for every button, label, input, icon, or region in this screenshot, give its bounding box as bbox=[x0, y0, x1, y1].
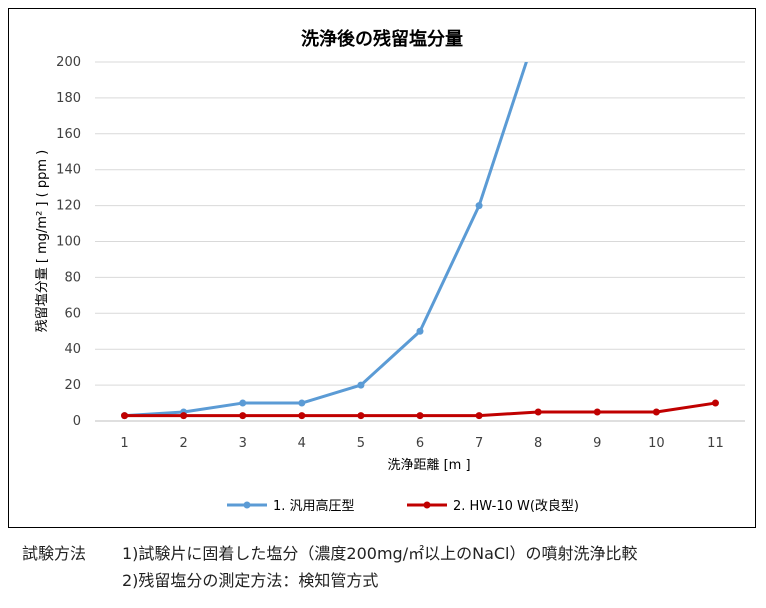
y-tick-label: 40 bbox=[64, 342, 81, 357]
legend-item-2: 2. HW-10 W(改良型) bbox=[407, 498, 579, 514]
data-point bbox=[180, 412, 188, 420]
legend-item-1: 1. 汎用高圧型 bbox=[227, 498, 355, 514]
legend-swatch-marker bbox=[243, 501, 251, 509]
test-method-notes: 試験方法 1)試験片に固着した塩分（濃度200mg/㎡以上のNaCl）の噴射洗浄… bbox=[22, 540, 762, 594]
legend-label: 2. HW-10 W(改良型) bbox=[453, 498, 579, 514]
data-point bbox=[298, 399, 306, 407]
note-label: 試験方法 bbox=[22, 544, 87, 563]
data-point bbox=[357, 381, 365, 389]
data-point bbox=[593, 408, 601, 416]
chart-svg: 洗浄後の残留塩分量 0 20 40 60 80 100 120 140 160 180 200 1 2… bbox=[35, 28, 745, 514]
data-point bbox=[357, 412, 365, 420]
y-tick-label: 180 bbox=[56, 91, 81, 106]
series-2 bbox=[121, 399, 719, 420]
note-row-1: 試験方法 1)試験片に固着した塩分（濃度200mg/㎡以上のNaCl）の噴射洗浄… bbox=[22, 540, 762, 567]
series-1 bbox=[121, 62, 528, 420]
x-tick-label: 2 bbox=[179, 436, 187, 451]
y-tick-label: 120 bbox=[56, 199, 81, 214]
series-lines bbox=[121, 62, 719, 420]
data-point bbox=[534, 408, 542, 416]
x-tick-label: 8 bbox=[534, 436, 542, 451]
x-axis-title: 洗浄距離 [m ] bbox=[387, 458, 470, 473]
y-tick-label: 140 bbox=[56, 163, 81, 178]
legend-swatch-marker bbox=[423, 501, 431, 509]
x-tick-label: 5 bbox=[357, 436, 365, 451]
data-point bbox=[239, 412, 247, 420]
x-tick-label: 9 bbox=[593, 436, 601, 451]
data-point bbox=[298, 412, 306, 420]
data-point bbox=[121, 412, 129, 420]
data-point bbox=[475, 412, 483, 420]
y-tick-label: 20 bbox=[64, 378, 81, 393]
x-tick-label: 11 bbox=[707, 436, 724, 451]
grid-lines bbox=[95, 61, 745, 422]
y-axis-title: 残留塩分量 [ mg/m² ] ( ppm ) bbox=[35, 150, 50, 332]
data-point bbox=[416, 412, 424, 420]
y-tick-label: 0 bbox=[73, 414, 81, 429]
y-tick-labels: 0 20 40 60 80 100 120 140 160 180 200 bbox=[56, 55, 81, 429]
legend-label: 1. 汎用高圧型 bbox=[273, 498, 355, 514]
chart-frame: 洗浄後の残留塩分量 0 20 40 60 80 100 120 140 160 180 200 1 2… bbox=[8, 8, 756, 528]
x-tick-label: 3 bbox=[239, 436, 247, 451]
y-tick-label: 60 bbox=[64, 306, 81, 321]
note-line-2: 2)残留塩分の測定方法：検知管方式 bbox=[122, 571, 379, 590]
data-point bbox=[711, 399, 719, 407]
note-label-spacer bbox=[22, 567, 122, 594]
data-point bbox=[416, 327, 424, 335]
y-tick-label: 160 bbox=[56, 127, 81, 142]
legend: 1. 汎用高圧型 2. HW-10 W(改良型) bbox=[227, 498, 579, 514]
x-tick-label: 6 bbox=[416, 436, 424, 451]
x-tick-label: 7 bbox=[475, 436, 483, 451]
data-point bbox=[239, 399, 247, 407]
data-point bbox=[652, 408, 660, 416]
x-tick-labels: 1 2 3 4 5 6 7 8 9 10 11 bbox=[120, 436, 723, 451]
x-tick-label: 10 bbox=[648, 436, 665, 451]
note-line-1: 1)試験片に固着した塩分（濃度200mg/㎡以上のNaCl）の噴射洗浄比較 bbox=[122, 544, 638, 563]
y-tick-label: 80 bbox=[64, 270, 81, 285]
data-point bbox=[475, 202, 483, 210]
x-tick-label: 1 bbox=[120, 436, 128, 451]
series-line bbox=[124, 62, 528, 418]
note-row-2: 2)残留塩分の測定方法：検知管方式 bbox=[22, 567, 762, 594]
y-tick-label: 100 bbox=[56, 235, 81, 250]
y-tick-label: 200 bbox=[56, 55, 81, 70]
x-tick-label: 4 bbox=[298, 436, 306, 451]
chart-title: 洗浄後の残留塩分量 bbox=[301, 28, 463, 50]
